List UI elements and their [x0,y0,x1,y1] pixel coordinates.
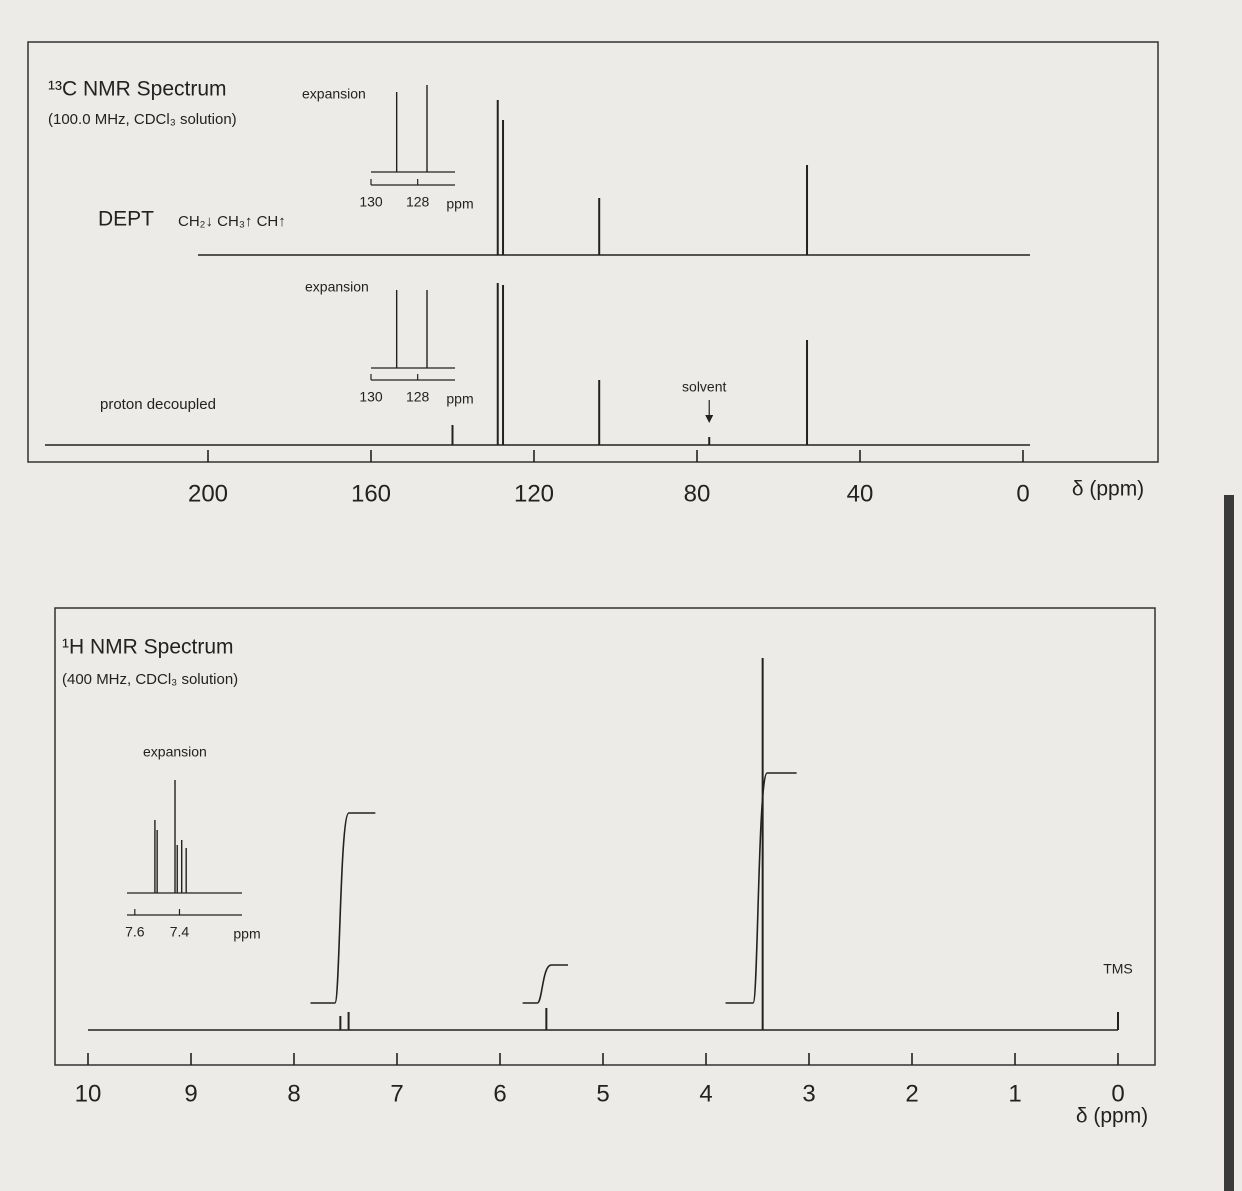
subtitle: (400 MHz, CDCl₃ solution) [62,671,238,688]
x-axis-label: δ (ppm) [1072,478,1144,501]
inset-axis-label: ppm [446,196,473,212]
inset-label: expansion [143,744,207,760]
page-edge [1224,495,1234,1191]
inset-tick-label: 128 [406,194,430,210]
inset-tick-label: 130 [359,389,383,405]
integral [522,964,568,1004]
trace-label: DEPT [98,208,154,231]
x-tick-label: 0 [1111,1080,1124,1107]
x-tick-label: 80 [684,480,711,507]
annotation: TMS [1103,961,1133,977]
x-tick-label: 5 [596,1080,609,1107]
annotation: solvent [682,379,726,395]
integral [725,772,797,1004]
inset-label: expansion [302,86,366,102]
x-tick-label: 1 [1008,1080,1021,1107]
inset-axis-label: ppm [233,926,260,942]
title: ¹H NMR Spectrum [62,636,234,659]
x-tick-label: 4 [699,1080,712,1107]
x-tick-label: 120 [514,480,554,507]
x-axis-label: δ (ppm) [1076,1105,1148,1128]
trace-label: proton decoupled [100,396,216,413]
inset-tick-label: 130 [359,194,383,210]
x-tick-label: 3 [802,1080,815,1107]
dept-legend: CH₂↓ CH₃↑ CH↑ [178,213,286,230]
x-tick-label: 160 [351,480,391,507]
inset-label: expansion [305,279,369,295]
x-tick-label: 6 [493,1080,506,1107]
inset-tick-label: 7.4 [170,924,190,940]
x-tick-label: 2 [905,1080,918,1107]
x-tick-label: 0 [1016,480,1029,507]
x-tick-label: 9 [184,1080,197,1107]
integral [310,812,376,1004]
x-tick-label: 8 [287,1080,300,1107]
x-tick-label: 7 [390,1080,403,1107]
x-tick-label: 10 [75,1080,102,1107]
x-tick-label: 40 [847,480,874,507]
title: ¹³C NMR Spectrum [48,78,227,101]
annotation-arrowhead [705,415,714,423]
panel-frame [54,607,1156,1066]
x-tick-label: 200 [188,480,228,507]
panel-frame [27,41,1159,463]
inset-tick-label: 7.6 [125,924,145,940]
subtitle: (100.0 MHz, CDCl₃ solution) [48,111,237,128]
inset-tick-label: 128 [406,389,430,405]
inset-axis-label: ppm [446,391,473,407]
